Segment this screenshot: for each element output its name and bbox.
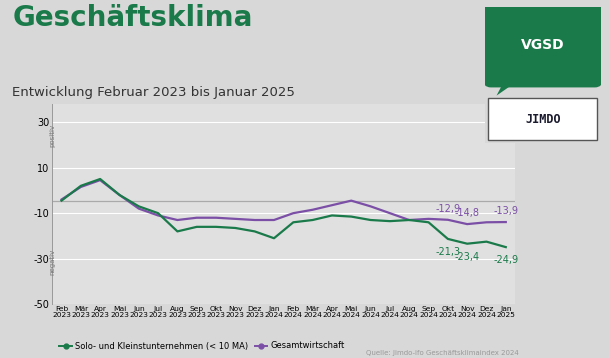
Text: -14,8: -14,8 bbox=[454, 208, 479, 218]
Text: Quelle: Jimdo-ifo Geschäftsklimaindex 2024: Quelle: Jimdo-ifo Geschäftsklimaindex 20… bbox=[366, 350, 518, 356]
Text: Geschäftsklima: Geschäftsklima bbox=[12, 4, 253, 32]
Text: -13,9: -13,9 bbox=[493, 206, 518, 216]
Text: -23,4: -23,4 bbox=[454, 252, 479, 262]
Text: VGSD: VGSD bbox=[521, 38, 565, 52]
Text: Entwicklung Februar 2023 bis Januar 2025: Entwicklung Februar 2023 bis Januar 2025 bbox=[12, 86, 295, 99]
Text: negativ: negativ bbox=[50, 248, 56, 275]
FancyBboxPatch shape bbox=[483, 3, 603, 87]
Text: positiv: positiv bbox=[50, 124, 56, 147]
FancyBboxPatch shape bbox=[489, 98, 597, 140]
Text: JIMDO: JIMDO bbox=[525, 113, 561, 126]
Legend: Solo- und Kleinstunternehmen (< 10 MA), Gesamtwirtschaft: Solo- und Kleinstunternehmen (< 10 MA), … bbox=[56, 338, 348, 354]
Text: -12,9: -12,9 bbox=[436, 204, 461, 214]
Text: -24,9: -24,9 bbox=[493, 255, 518, 265]
Polygon shape bbox=[497, 78, 522, 96]
Text: -21,3: -21,3 bbox=[436, 247, 461, 257]
